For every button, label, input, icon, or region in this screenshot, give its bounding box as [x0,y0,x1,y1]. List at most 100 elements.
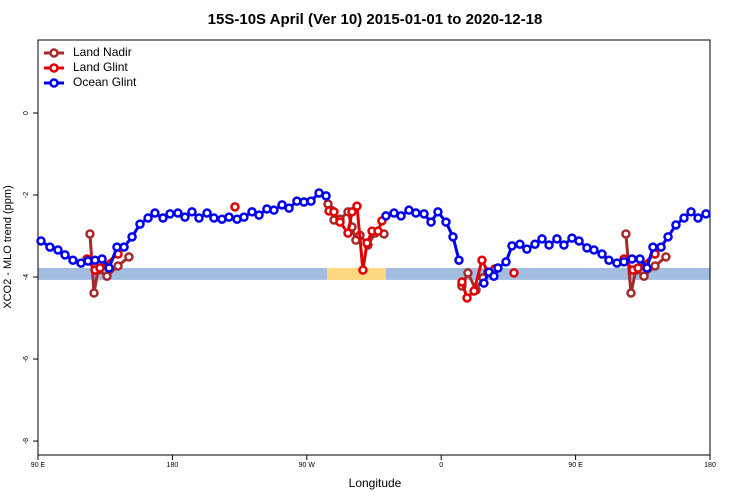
point [462,293,472,303]
point [277,200,287,210]
point [194,213,204,223]
point [537,234,547,244]
x-tick-label: 90 E [31,462,46,469]
legend-marker [49,63,59,73]
point [633,263,643,273]
point [477,255,487,265]
point [165,209,175,219]
point [269,205,279,215]
point [448,232,458,242]
point [358,265,368,275]
point [433,207,443,217]
y-axis-label: XCO2 - MLO trend (ppm) [2,185,14,308]
point [661,252,671,262]
point [679,213,689,223]
legend-marker [49,78,59,88]
point [113,261,123,271]
point [426,217,436,227]
series-line [85,202,656,301]
point [663,232,673,242]
point [656,242,666,252]
point [53,245,63,255]
point [343,228,353,238]
point [411,208,421,218]
point [335,217,345,227]
x-tick-label: 0 [439,462,443,469]
legend-label: Land Nadir [73,45,132,59]
point [479,278,489,288]
point [180,212,190,222]
point [60,250,70,260]
point [381,211,391,221]
point [457,277,467,287]
chart-title: 15S-10S April (Ver 10) 2015-01-01 to 202… [208,11,543,28]
point [254,210,264,220]
point [619,257,629,267]
legend-marker [49,48,59,58]
point [36,236,46,246]
point [635,254,645,264]
point [501,257,511,267]
point [559,240,569,250]
point [626,288,636,298]
point [224,212,234,222]
point [419,209,429,219]
point [621,229,631,239]
point [589,245,599,255]
point [321,191,331,201]
point [173,208,183,218]
point [143,213,153,223]
x-tick-label: 90 E [568,462,583,469]
point [642,263,652,273]
point [102,271,112,281]
point [574,236,584,246]
point [209,213,219,223]
point [671,220,681,230]
x-tick-label: 180 [704,462,716,469]
point [686,207,696,217]
point [509,268,519,278]
point [530,239,540,249]
point [284,203,294,213]
legend-label: Ocean Glint [73,75,137,89]
point [639,271,649,281]
point [347,207,357,217]
point [507,241,517,251]
point [202,208,212,218]
point [604,255,614,265]
point [544,240,554,250]
point [150,208,160,218]
point [127,232,137,242]
point [89,288,99,298]
y-tick-label: -6 [23,356,30,362]
point [124,252,134,262]
point [68,255,78,265]
point [104,263,114,273]
x-axis-label: Longitude [349,476,402,490]
point [373,226,383,236]
point [597,249,607,259]
point [489,271,499,281]
point [515,239,525,249]
point [463,268,473,278]
highlight [326,268,386,280]
point [441,217,451,227]
point [693,213,703,223]
point [329,207,339,217]
point [552,234,562,244]
legend-label: Land Glint [73,60,128,74]
point [701,209,711,219]
x-tick-label: 90 W [299,462,316,469]
y-tick-label: -2 [23,192,30,198]
point [135,219,145,229]
point [469,286,479,296]
y-tick-label: -4 [23,274,30,280]
point [522,244,532,254]
plot-frame [37,39,711,456]
point [158,213,168,223]
point [454,255,464,265]
point [85,229,95,239]
point [627,254,637,264]
point [306,196,316,206]
point [97,254,107,264]
